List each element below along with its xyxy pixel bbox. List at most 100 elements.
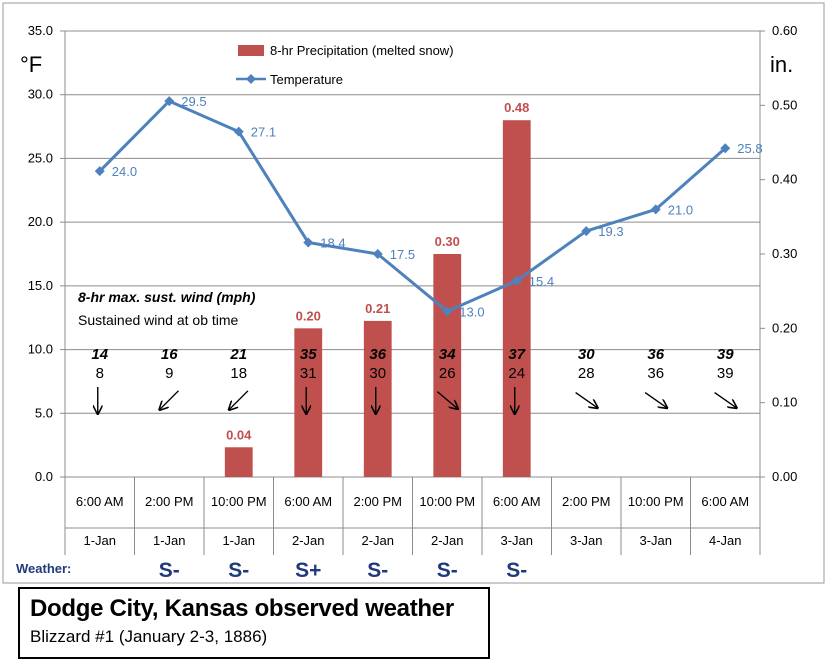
legend-label-temperature: Temperature (270, 72, 343, 87)
left-tick-label: 0.0 (35, 469, 53, 484)
date-label: 2-Jan (431, 533, 464, 548)
temperature-marker (372, 249, 383, 259)
caption-title: Dodge City, Kansas observed weather (30, 595, 454, 622)
wind-max-value: 14 (91, 346, 108, 363)
wind-direction-arrow (714, 391, 736, 408)
time-label: 6:00 AM (701, 494, 749, 509)
wind-obs-value: 24 (508, 365, 525, 382)
time-label: 2:00 PM (145, 494, 193, 509)
temperature-line: 24.0 29.5 27.1 18.4 17.5 13.0 15.4 19.3 21.0 25.8 (94, 94, 763, 319)
temperature-polyline (98, 99, 727, 313)
temperature-data-label: 21.0 (668, 202, 693, 217)
date-label: 1-Jan (83, 533, 116, 548)
date-label: 3-Jan (639, 533, 672, 548)
left-tick-label: 25.0 (28, 150, 53, 165)
wind-annotations: 14 16 21 35 36 34 37 30 36 39 8 9 18 31 30 26 24 28 36 39 (91, 346, 735, 413)
right-tick-label: 0.10 (772, 395, 797, 410)
wind-obs-value: 36 (647, 365, 664, 382)
right-tick-label: 0.40 (772, 172, 797, 187)
right-tick-label: 0.00 (772, 469, 797, 484)
wind-direction-arrow (160, 390, 179, 409)
wind-obs-value: 39 (717, 365, 734, 382)
weather-code: S- (506, 559, 527, 582)
weather-row-label: Weather: (16, 561, 71, 576)
temperature-marker (511, 275, 522, 286)
legend: 8-hr Precipitation (melted snow) Tempera… (236, 43, 454, 87)
temperature-data-label: 15.4 (529, 274, 554, 289)
precip-bar (363, 320, 392, 477)
right-tick-label: 0.30 (772, 246, 797, 261)
chart-border (2, 2, 825, 584)
left-tick-label: 30.0 (28, 87, 53, 102)
wind-max-value: 16 (161, 346, 178, 363)
date-label: 2-Jan (361, 533, 394, 548)
precip-data-label: 0.20 (296, 308, 321, 323)
temperature-data-label: 29.5 (181, 94, 206, 109)
temperature-marker (581, 226, 592, 237)
precip-data-label: 0.30 (435, 234, 460, 249)
weather-code: S- (367, 559, 388, 582)
wind-max-value: 30 (578, 346, 595, 363)
precipitation-bars: 0.04 0.20 0.21 0.30 0.48 (224, 100, 531, 477)
category-axis: 6:00 AM 2:00 PM 10:00 PM 6:00 AM 2:00 PM 10:0… (64, 477, 761, 555)
right-unit-label: in. (770, 52, 793, 77)
wind-max-value: 35 (300, 346, 317, 363)
legend-label-precip: 8-hr Precipitation (melted snow) (270, 43, 454, 58)
time-label: 10:00 PM (211, 494, 267, 509)
left-unit-label: °F (20, 52, 42, 77)
time-label: 2:00 PM (354, 494, 402, 509)
temperature-data-label: 25.8 (737, 141, 762, 156)
wind-max-value: 36 (647, 346, 664, 363)
legend-swatch-precip (238, 45, 264, 56)
precip-data-label: 0.04 (226, 427, 252, 442)
temperature-data-label: 24.0 (112, 164, 137, 179)
weather-code: S+ (295, 559, 321, 582)
precip-data-label: 0.21 (365, 301, 390, 316)
date-label: 1-Jan (222, 533, 255, 548)
wind-direction-arrow (644, 391, 666, 408)
wind-max-value: 34 (439, 346, 456, 363)
temperature-marker (233, 126, 244, 137)
date-label: 4-Jan (709, 533, 742, 548)
axes: 0.0 5.0 10.0 15.0 20.0 25.0 30.0 35.0 0.00 0.10 0.… (28, 23, 798, 484)
temperature-data-label: 19.3 (598, 224, 623, 239)
left-tick-label: 10.0 (28, 342, 53, 357)
temperature-marker (303, 237, 314, 248)
left-tick-label: 35.0 (28, 23, 53, 38)
wind-obs-value: 26 (439, 365, 456, 382)
time-label: 6:00 AM (76, 494, 124, 509)
temperature-marker (164, 96, 175, 107)
temperature-data-label: 13.0 (459, 304, 484, 319)
wind-obs-value: 31 (300, 365, 317, 382)
time-label: 2:00 PM (562, 494, 610, 509)
wind-obs-value: 30 (369, 365, 386, 382)
wind-max-value: 37 (508, 346, 525, 363)
wind-direction-arrow (230, 390, 249, 409)
wind-direction-arrow (575, 391, 597, 408)
precip-bar (224, 447, 253, 477)
grid (65, 30, 760, 478)
wind-legend: 8-hr max. sust. wind (mph) Sustained win… (78, 289, 256, 328)
date-label: 3-Jan (570, 533, 603, 548)
date-label: 3-Jan (500, 533, 533, 548)
precip-bar (294, 328, 323, 477)
right-tick-label: 0.60 (772, 23, 797, 38)
temperature-data-label: 27.1 (251, 125, 276, 140)
weather-code: S- (437, 559, 458, 582)
precip-bar (502, 120, 531, 477)
left-tick-label: 15.0 (28, 278, 53, 293)
precip-bar (433, 254, 462, 477)
wind-obs-value: 18 (230, 365, 247, 382)
temperature-marker (650, 204, 661, 215)
left-tick-label: 5.0 (35, 405, 53, 420)
left-tick-label: 20.0 (28, 214, 53, 229)
caption-box: Dodge City, Kansas observed weather Bliz… (18, 587, 490, 659)
temperature-marker (94, 166, 105, 177)
wind-legend-obs-label: Sustained wind at ob time (78, 312, 239, 328)
time-label: 10:00 PM (628, 494, 684, 509)
date-label: 1-Jan (153, 533, 186, 548)
time-label: 6:00 AM (493, 494, 541, 509)
wind-legend-max-label: 8-hr max. sust. wind (mph) (78, 289, 256, 305)
date-label: 2-Jan (292, 533, 325, 548)
